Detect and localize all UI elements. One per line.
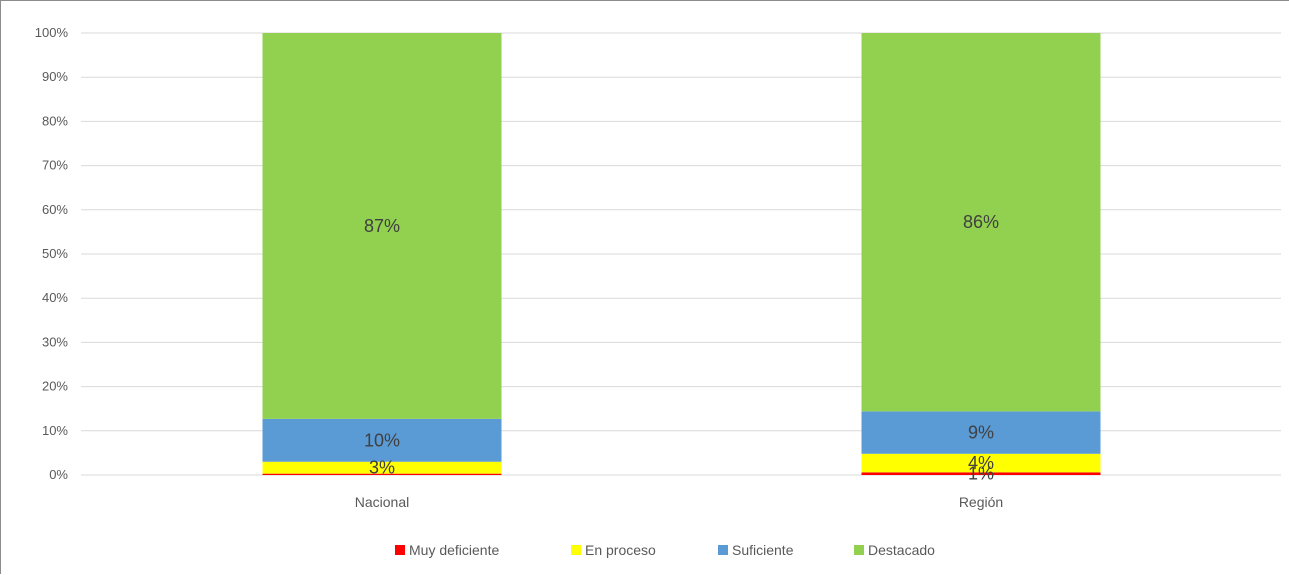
- bar-segment: [861, 33, 1101, 412]
- data-label: 3%: [369, 458, 395, 478]
- y-tick-label: 70%: [42, 158, 68, 173]
- y-tick-label: 40%: [42, 290, 68, 305]
- legend-swatch: [395, 545, 405, 555]
- y-tick-label: 30%: [42, 334, 68, 349]
- x-axis-categories: Nacional Región: [355, 494, 1003, 510]
- data-labels: 3% 10% 87% 1%4% 9% 86%: [364, 212, 999, 483]
- data-label: 10%: [364, 430, 400, 450]
- legend-swatch: [718, 545, 728, 555]
- legend-swatch: [854, 545, 864, 555]
- data-label: 1%: [968, 464, 994, 484]
- bar-segment: [262, 418, 502, 462]
- y-tick-label: 20%: [42, 379, 68, 394]
- y-tick-label: 100%: [35, 25, 69, 40]
- y-tick-label: 50%: [42, 246, 68, 261]
- legend-label: Destacado: [868, 542, 935, 558]
- data-label: 9%: [968, 423, 994, 443]
- bar-segment: [262, 33, 502, 419]
- y-tick-label: 0%: [49, 467, 68, 482]
- y-tick-label: 10%: [42, 423, 68, 438]
- data-label: 86%: [963, 212, 999, 232]
- category-label: Región: [959, 494, 1003, 510]
- y-axis-ticks: 0% 10% 20% 30% 40% 50% 60% 70% 80% 90% 100%: [35, 25, 69, 482]
- bars: [262, 33, 1101, 475]
- legend-label: Suficiente: [732, 542, 794, 558]
- y-tick-label: 90%: [42, 69, 68, 84]
- legend-swatch: [571, 545, 581, 555]
- y-tick-label: 60%: [42, 202, 68, 217]
- bar-segment: [262, 473, 502, 475]
- y-tick-label: 80%: [42, 113, 68, 128]
- category-label: Nacional: [355, 494, 409, 510]
- legend: Muy deficiente En proceso Suficiente Destac…: [395, 542, 935, 558]
- bar-segment: [262, 461, 502, 474]
- data-label: 87%: [364, 216, 400, 236]
- legend-label: En proceso: [585, 542, 656, 558]
- gridlines: [81, 32, 1281, 476]
- data-label: 4%: [968, 453, 994, 473]
- bar-segment: [861, 411, 1101, 454]
- bar-segment: [861, 453, 1101, 473]
- legend-label: Muy deficiente: [409, 542, 499, 558]
- bar-segment: [861, 472, 1101, 475]
